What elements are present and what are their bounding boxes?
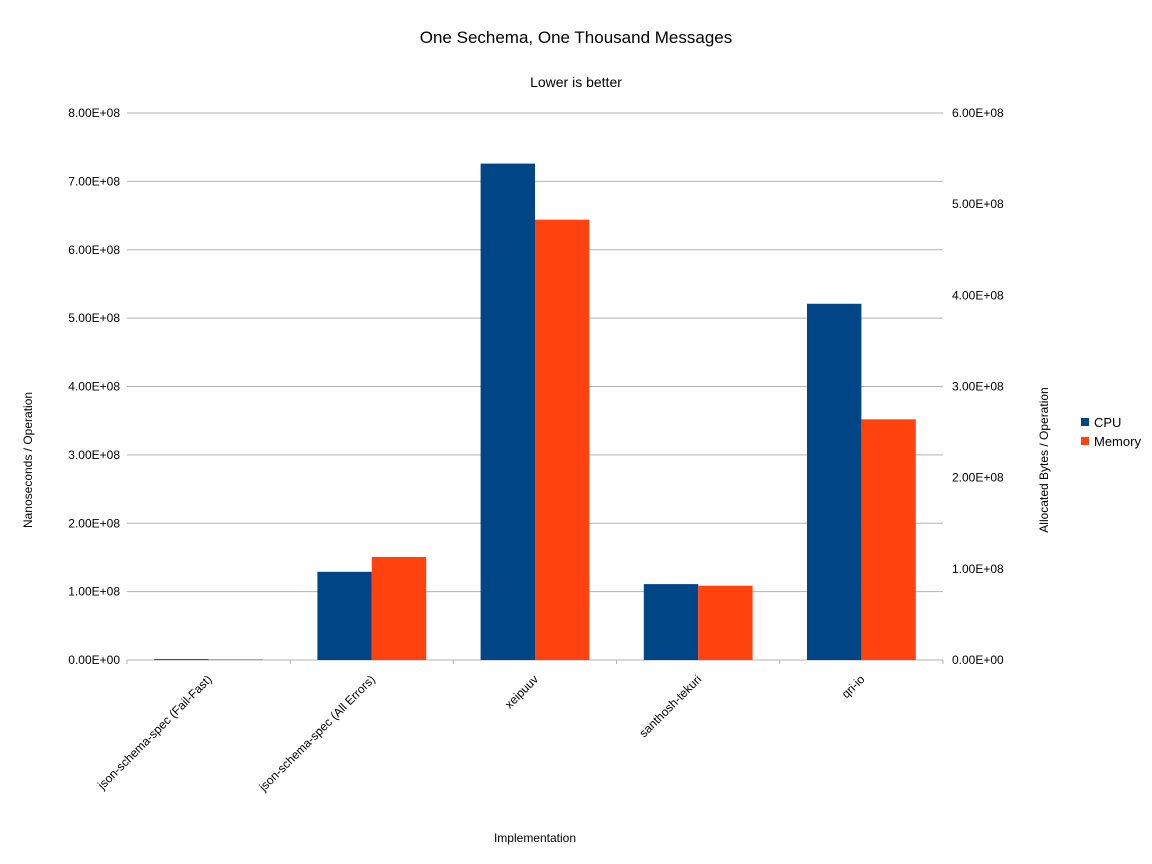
x-axis-title: Implementation — [494, 831, 576, 845]
legend-swatch — [1081, 437, 1089, 445]
left-tick-label: 2.00E+08 — [68, 516, 120, 530]
left-tick-label: 8.00E+08 — [68, 106, 120, 120]
right-tick-label: 0.00E+00 — [952, 653, 1004, 667]
left-tick-label: 5.00E+08 — [68, 311, 120, 325]
category-label: qri-io — [839, 672, 868, 701]
bar-memory — [371, 556, 427, 660]
right-tick-label: 6.00E+08 — [952, 106, 1004, 120]
right-tick-label: 5.00E+08 — [952, 197, 1004, 211]
bar-memory — [698, 585, 753, 660]
bar-cpu — [643, 584, 699, 660]
bar-cpu — [480, 163, 535, 660]
category-label: xeipuuv — [502, 672, 541, 711]
bar-cpu — [807, 303, 862, 660]
category-label: json-schema-spec (Fail-Fast) — [94, 672, 214, 792]
left-tick-label: 3.00E+08 — [68, 448, 120, 462]
bars — [154, 163, 916, 661]
legend-label: Memory — [1094, 434, 1141, 449]
legend-swatch — [1081, 418, 1089, 426]
right-tick-label: 2.00E+08 — [952, 471, 1004, 485]
right-tick-label: 1.00E+08 — [952, 562, 1004, 576]
left-axis-ticks: 0.00E+00 1.00E+08 2.00E+08 3.00E+08 4.00E+08… — [68, 106, 120, 667]
bar-cpu — [154, 659, 209, 660]
right-tick-label: 4.00E+08 — [952, 288, 1004, 302]
category-labels: json-schema-spec (Fail-Fast) json-schema-… — [94, 672, 868, 795]
category-label: json-schema-spec (All Errors) — [256, 672, 378, 794]
y-axis-title: Nanoseconds / Operation — [21, 392, 35, 528]
bar-memory — [535, 219, 590, 661]
right-axis-ticks: 0.00E+00 1.00E+08 2.00E+08 3.00E+08 4.00E+08… — [952, 106, 1004, 667]
category-label: santhosh-tekuri — [636, 672, 704, 740]
bar-memory — [861, 419, 916, 660]
bar-memory — [208, 659, 263, 660]
right-tick-label: 3.00E+08 — [952, 380, 1004, 394]
left-tick-label: 7.00E+08 — [68, 174, 120, 188]
chart-subtitle: Lower is better — [530, 74, 622, 90]
left-tick-label: 1.00E+08 — [68, 585, 120, 599]
legend-label: CPU — [1094, 415, 1121, 430]
legend: CPU Memory — [1081, 415, 1141, 449]
left-tick-label: 0.00E+00 — [68, 653, 120, 667]
chart-title: One Sechema, One Thousand Messages — [420, 28, 732, 47]
y2-axis-title: Allocated Bytes / Operation — [1037, 387, 1051, 532]
bar-cpu — [317, 571, 372, 660]
left-tick-label: 6.00E+08 — [68, 243, 120, 257]
left-tick-label: 4.00E+08 — [68, 380, 120, 394]
